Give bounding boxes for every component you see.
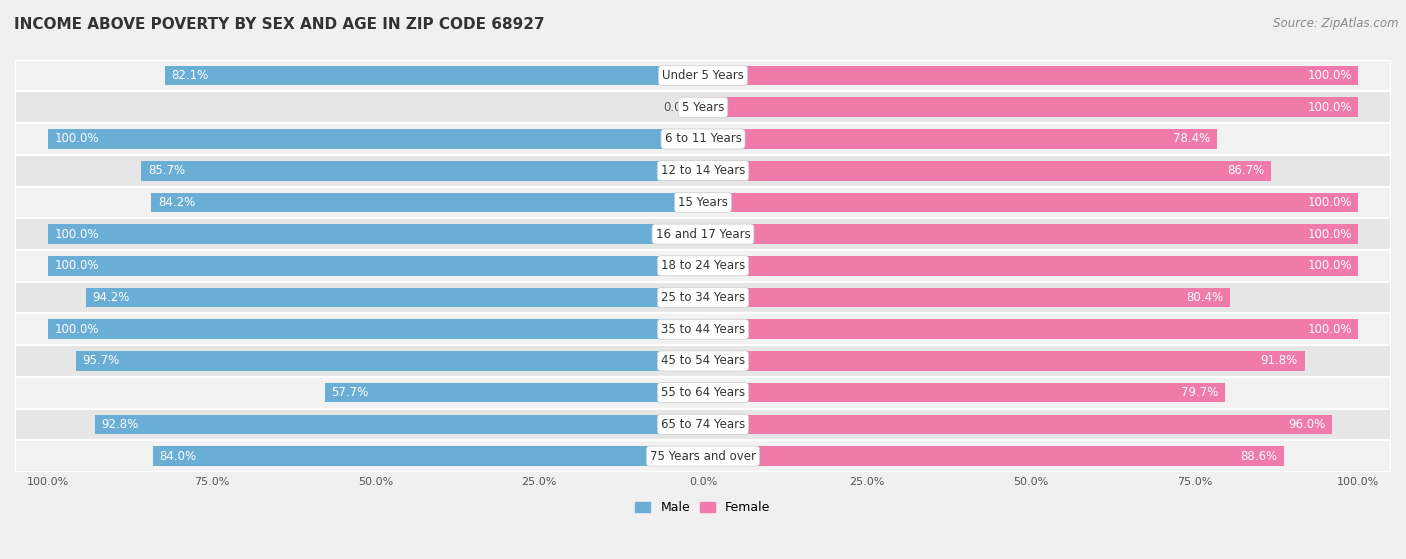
Text: 94.2%: 94.2% <box>93 291 129 304</box>
Text: 0.0%: 0.0% <box>664 101 693 114</box>
Bar <box>703 319 1358 339</box>
Text: 65 to 74 Years: 65 to 74 Years <box>661 418 745 431</box>
Bar <box>15 155 1391 187</box>
Text: 79.7%: 79.7% <box>1181 386 1219 399</box>
Text: 100.0%: 100.0% <box>1308 196 1351 209</box>
Text: 16 and 17 Years: 16 and 17 Years <box>655 228 751 240</box>
Text: 80.4%: 80.4% <box>1187 291 1223 304</box>
Bar <box>15 250 1391 282</box>
Bar <box>325 383 703 402</box>
Bar <box>86 288 703 307</box>
Bar <box>703 351 1305 371</box>
Text: 100.0%: 100.0% <box>1308 228 1351 240</box>
Text: 95.7%: 95.7% <box>83 354 120 367</box>
Text: 100.0%: 100.0% <box>1308 101 1351 114</box>
Bar <box>703 66 1358 86</box>
Text: 45 to 54 Years: 45 to 54 Years <box>661 354 745 367</box>
Bar <box>153 446 703 466</box>
Text: Source: ZipAtlas.com: Source: ZipAtlas.com <box>1274 17 1399 30</box>
Bar <box>96 415 703 434</box>
Text: 5 Years: 5 Years <box>682 101 724 114</box>
Text: 85.7%: 85.7% <box>148 164 186 177</box>
Bar <box>703 224 1358 244</box>
Text: 12 to 14 Years: 12 to 14 Years <box>661 164 745 177</box>
Bar <box>703 97 1358 117</box>
Bar <box>703 288 1230 307</box>
Bar <box>15 409 1391 440</box>
Bar <box>152 193 703 212</box>
Text: 100.0%: 100.0% <box>55 259 98 272</box>
Text: 100.0%: 100.0% <box>1308 259 1351 272</box>
Bar <box>15 377 1391 409</box>
Bar <box>15 92 1391 123</box>
Text: 15 Years: 15 Years <box>678 196 728 209</box>
Text: 6 to 11 Years: 6 to 11 Years <box>665 132 741 145</box>
Bar <box>15 314 1391 345</box>
Text: INCOME ABOVE POVERTY BY SEX AND AGE IN ZIP CODE 68927: INCOME ABOVE POVERTY BY SEX AND AGE IN Z… <box>14 17 544 32</box>
Text: 84.0%: 84.0% <box>159 449 197 463</box>
Bar <box>48 224 703 244</box>
Text: Under 5 Years: Under 5 Years <box>662 69 744 82</box>
Bar <box>48 129 703 149</box>
Text: 100.0%: 100.0% <box>1308 323 1351 336</box>
Text: 18 to 24 Years: 18 to 24 Years <box>661 259 745 272</box>
Bar <box>15 440 1391 472</box>
Bar <box>48 319 703 339</box>
Bar <box>76 351 703 371</box>
Text: 57.7%: 57.7% <box>332 386 368 399</box>
Bar <box>703 383 1225 402</box>
Bar <box>703 161 1271 181</box>
Bar <box>15 123 1391 155</box>
Text: 96.0%: 96.0% <box>1288 418 1326 431</box>
Text: 91.8%: 91.8% <box>1261 354 1298 367</box>
Text: 55 to 64 Years: 55 to 64 Years <box>661 386 745 399</box>
Text: 78.4%: 78.4% <box>1173 132 1211 145</box>
Bar <box>703 446 1284 466</box>
Text: 86.7%: 86.7% <box>1227 164 1264 177</box>
Bar <box>703 129 1216 149</box>
Bar <box>703 415 1331 434</box>
Text: 92.8%: 92.8% <box>101 418 139 431</box>
Text: 82.1%: 82.1% <box>172 69 209 82</box>
Text: 100.0%: 100.0% <box>55 228 98 240</box>
Bar <box>165 66 703 86</box>
Text: 25 to 34 Years: 25 to 34 Years <box>661 291 745 304</box>
Text: 100.0%: 100.0% <box>1308 69 1351 82</box>
Text: 100.0%: 100.0% <box>55 323 98 336</box>
Bar <box>48 256 703 276</box>
Bar <box>703 193 1358 212</box>
Bar <box>15 345 1391 377</box>
Text: 75 Years and over: 75 Years and over <box>650 449 756 463</box>
Text: 84.2%: 84.2% <box>157 196 195 209</box>
Bar <box>703 256 1358 276</box>
Bar <box>15 218 1391 250</box>
Bar <box>15 60 1391 92</box>
Text: 35 to 44 Years: 35 to 44 Years <box>661 323 745 336</box>
Bar <box>700 97 703 117</box>
Bar <box>142 161 703 181</box>
Text: 88.6%: 88.6% <box>1240 449 1277 463</box>
Bar <box>15 187 1391 218</box>
Legend: Male, Female: Male, Female <box>630 496 776 519</box>
Text: 100.0%: 100.0% <box>55 132 98 145</box>
Bar <box>15 282 1391 314</box>
